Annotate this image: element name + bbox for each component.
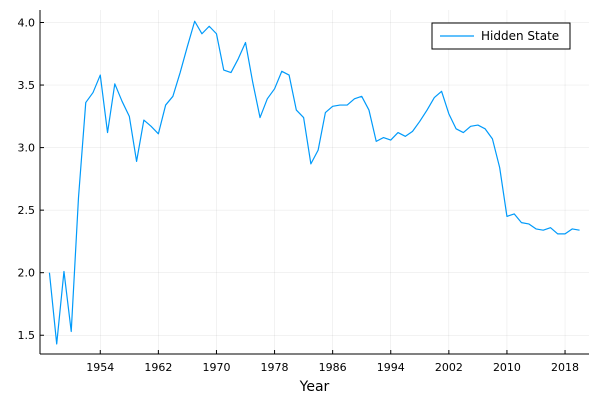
grid-lines [40,10,589,354]
x-tick-label: 1962 [144,361,172,374]
y-tick-label: 2.0 [18,267,36,280]
series-line-hidden-state [48,20,580,345]
x-tick-label: 2018 [551,361,579,374]
y-tick-label: 3.0 [18,142,36,155]
y-tick-label: 2.5 [18,204,36,217]
y-tick-label: 1.5 [18,329,36,342]
axes [39,10,589,355]
x-axis-title: Year [299,379,330,395]
legend: Hidden State [431,22,571,50]
x-tick-label: 2002 [435,361,463,374]
x-tick-label: 1986 [319,361,347,374]
y-tick-label: 4.0 [18,17,36,30]
y-tick-labels: 1.5 2.0 2.5 3.0 3.5 4.0 [18,17,36,343]
x-tick-labels: 1954 1962 1970 1978 1986 1994 2002 2010 2018 [86,361,579,374]
series-lines [48,20,580,345]
x-tick-label: 1954 [86,361,114,374]
legend-label: Hidden State [481,29,559,43]
x-tick-label: 2010 [493,361,521,374]
x-tick-label: 1994 [377,361,405,374]
x-tick-label: 1978 [261,361,289,374]
y-tick-label: 3.5 [18,79,36,92]
x-tick-label: 1970 [202,361,230,374]
